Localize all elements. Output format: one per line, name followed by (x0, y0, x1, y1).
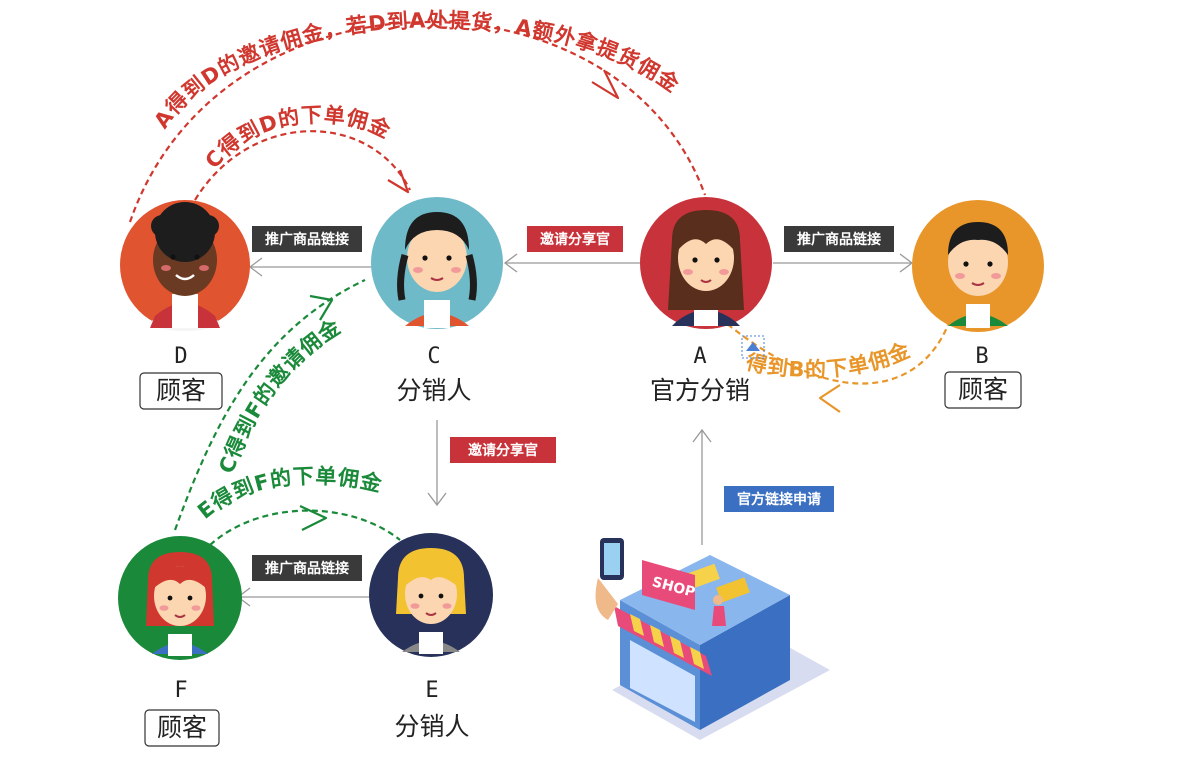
node-b-role: 顾客 (958, 375, 1008, 404)
svg-text:推广商品链接: 推广商品链接 (265, 560, 349, 577)
label-d-to-c: C得到D的下单佣金 (201, 103, 395, 173)
label-f-to-c: C得到F的邀请佣金 (214, 315, 345, 477)
node-d-role: 顾客 (156, 376, 206, 405)
svg-text:推广商品链接: 推广商品链接 (265, 231, 349, 248)
arrowhead-shop-to-a (692, 428, 712, 443)
label-b-to-a: 得到B的下单佣金 (743, 338, 914, 382)
avatar-d (120, 200, 250, 331)
transfer-icon (741, 335, 765, 359)
tag-a-to-c: 邀请分享官 (527, 226, 623, 252)
tag-c-to-e: 邀请分享官 (450, 437, 556, 463)
arrowhead-a-to-b (899, 253, 914, 273)
svg-text:推广商品链接: 推广商品链接 (797, 231, 881, 248)
node-a-role: 官方分销 (650, 376, 750, 405)
node-a-letter: A (693, 344, 706, 369)
arrowhead-c-to-e (427, 492, 447, 507)
avatar-e (369, 533, 493, 657)
node-d-letter: D (174, 344, 187, 369)
tag-a-to-b: 推广商品链接 (784, 226, 894, 252)
avatar-a (640, 197, 772, 329)
svg-text:官方链接申请: 官方链接申请 (737, 491, 821, 508)
node-d-role-box (139, 372, 223, 410)
svg-text:邀请分享官: 邀请分享官 (540, 231, 610, 248)
arrowhead-c-to-d (248, 257, 263, 277)
node-f-role: 顾客 (157, 713, 207, 742)
node-f-letter: F (174, 678, 187, 703)
arrowhead-a-to-c (503, 253, 518, 273)
tag-e-to-f: 推广商品链接 (252, 555, 362, 581)
arrowhead-curve-d-to-c (387, 169, 410, 194)
label-f-to-e: E得到F的下单佣金 (193, 464, 385, 524)
tag-shop-to-a: 官方链接申请 (724, 486, 834, 512)
avatar-c (371, 197, 503, 329)
arrowhead-curve-f-to-e (299, 505, 328, 531)
arrowhead-curve-b-to-a (818, 384, 841, 413)
shop-illustration: SHOP (595, 538, 830, 740)
tag-c-to-d: 推广商品链接 (252, 226, 362, 252)
node-e-role: 分销人 (394, 712, 469, 741)
node-c-letter: C (427, 344, 440, 369)
avatar-f (118, 536, 242, 660)
node-c-role: 分销人 (396, 376, 471, 405)
arrowhead-curve-f-to-c (309, 294, 334, 321)
straight-arrows (236, 253, 914, 607)
node-b-letter: B (975, 344, 988, 369)
node-e-letter: E (425, 678, 438, 703)
arrowhead-curve-d-to-a (591, 69, 620, 100)
node-f-role-box (144, 709, 220, 747)
svg-text:邀请分享官: 邀请分享官 (468, 442, 538, 459)
avatar-b (912, 200, 1044, 332)
node-b-role-box (944, 371, 1022, 409)
